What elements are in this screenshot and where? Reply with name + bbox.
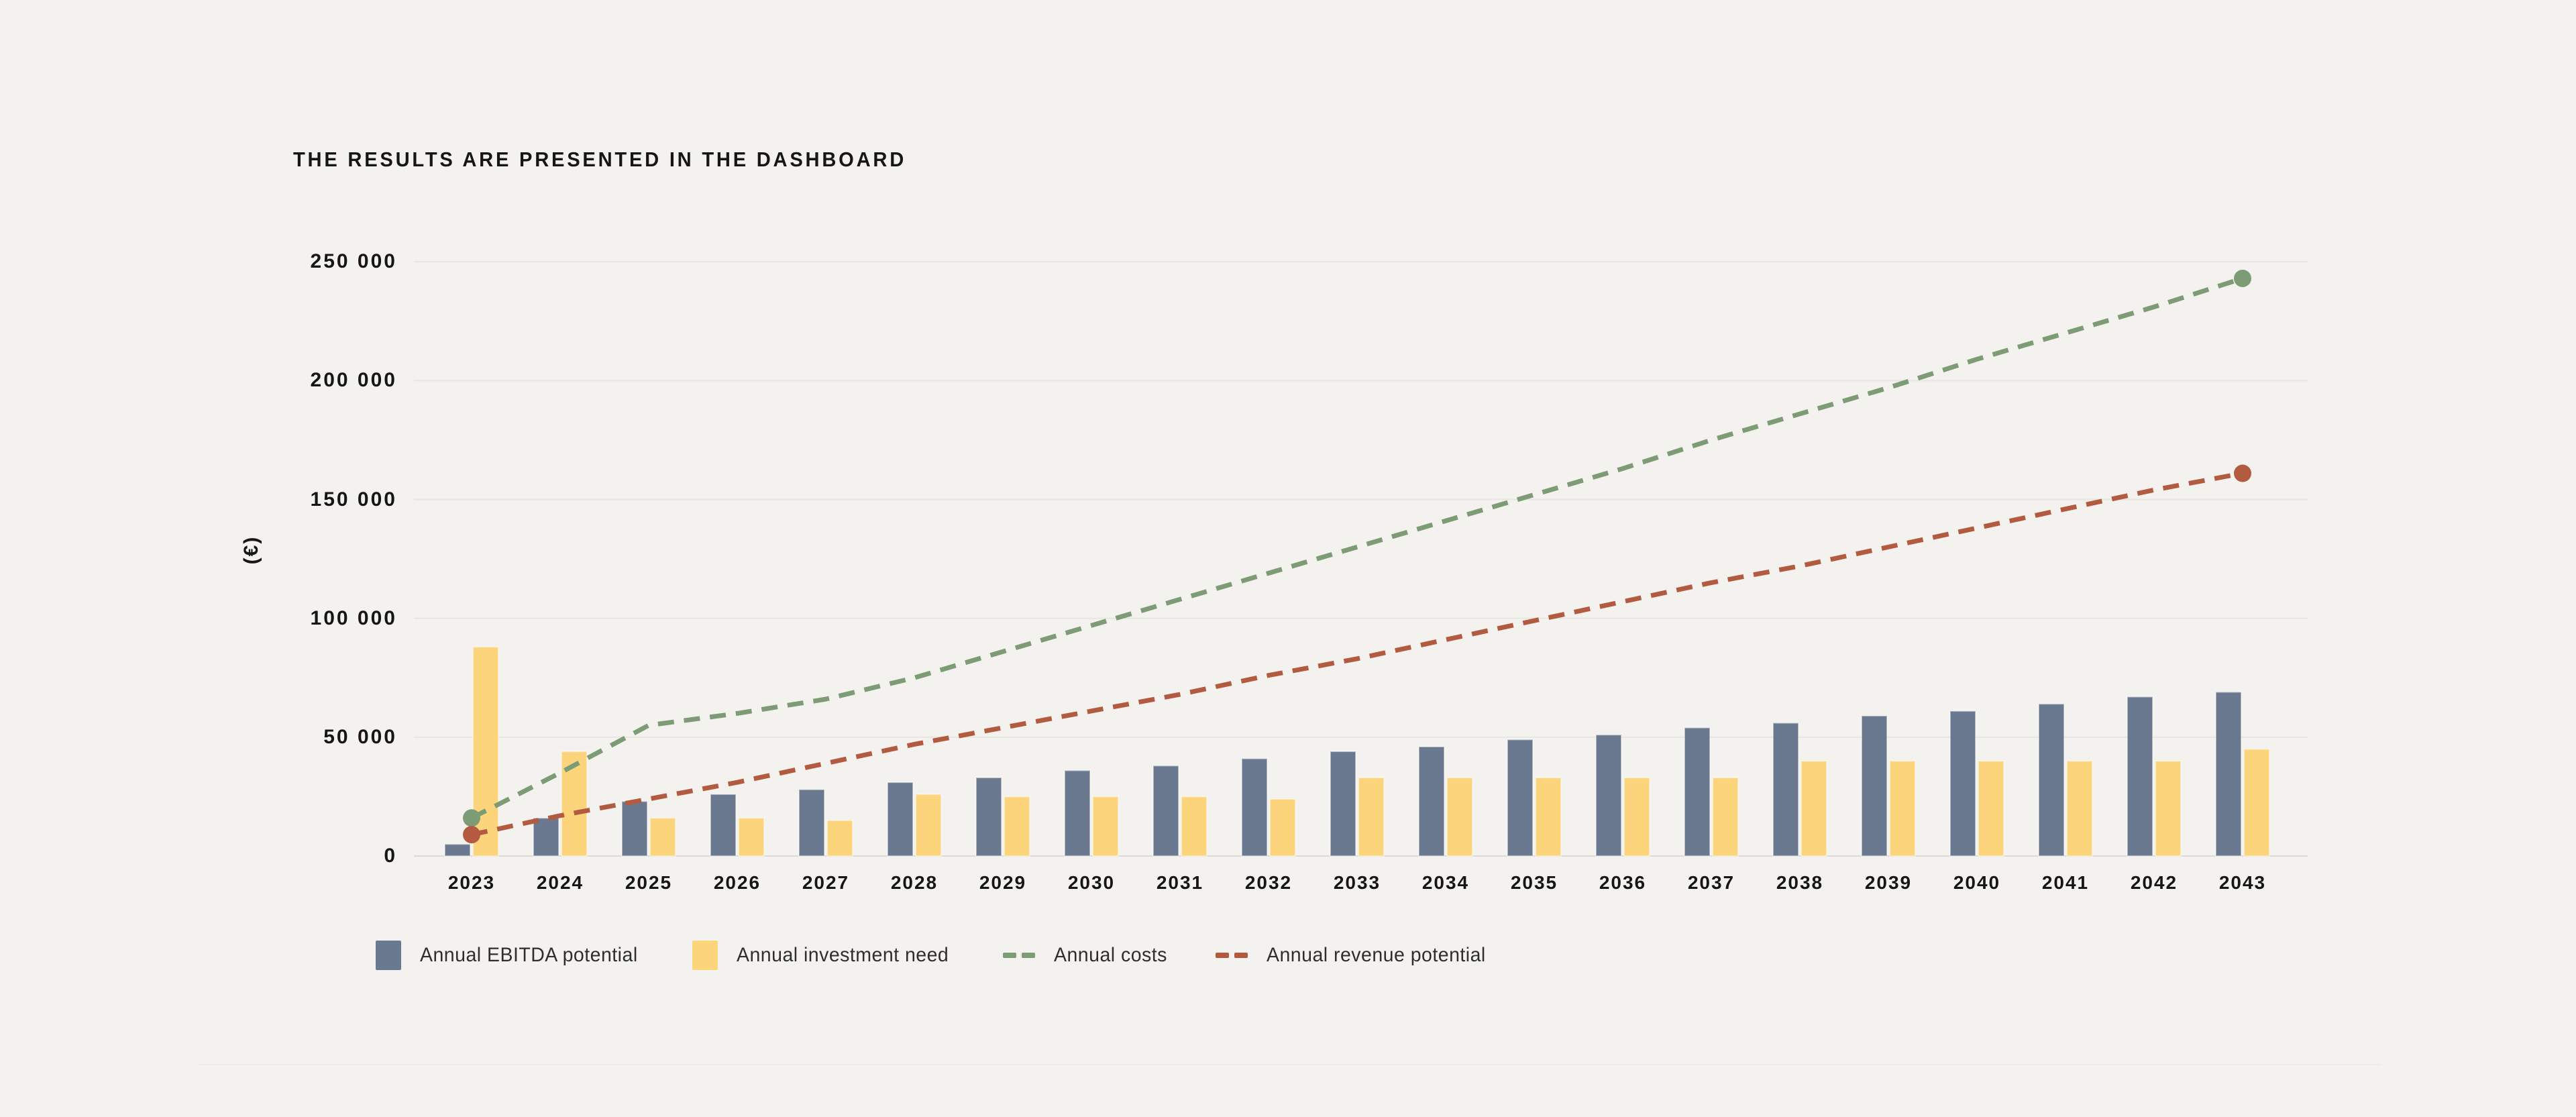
- legend-label-ebitda: Annual EBITDA potential: [420, 944, 638, 966]
- investment-bar-swatch: [692, 941, 718, 970]
- bar-investment-2042: [2155, 760, 2182, 857]
- bar-ebitda-2029: [975, 777, 1002, 857]
- x-label-2038: 2038: [1776, 872, 1824, 893]
- bar-investment-2035: [1535, 777, 1562, 857]
- bar-ebitda-2037: [1684, 727, 1711, 857]
- y-tick-label-0: 0: [384, 845, 397, 867]
- bar-ebitda-2027: [798, 788, 825, 857]
- revenue-dash-icon: [1216, 953, 1230, 958]
- legend-label-revenue: Annual revenue potential: [1267, 944, 1487, 966]
- costs-dashed-line-swatch: [1002, 953, 1035, 958]
- x-label-2027: 2027: [802, 872, 850, 893]
- bar-ebitda-2040: [1949, 710, 1976, 857]
- bottom-divider: [198, 1064, 2381, 1065]
- bar-investment-2026: [738, 817, 765, 857]
- y-tick-label-50000: 50 000: [323, 725, 397, 748]
- y-tick-label-150000: 150 000: [310, 488, 397, 511]
- legend-item-ebitda: Annual EBITDA potential: [376, 941, 649, 970]
- costs-dash-icon: [1021, 953, 1035, 958]
- bar-ebitda-2042: [2127, 696, 2153, 857]
- y-tick-label-100000: 100 000: [310, 606, 397, 629]
- legend-label-investment: Annual investment need: [736, 944, 949, 966]
- bar-ebitda-2028: [887, 782, 914, 857]
- x-label-2033: 2033: [1333, 872, 1381, 893]
- bar-investment-2028: [915, 793, 942, 857]
- bar-ebitda-2026: [710, 793, 737, 857]
- bar-investment-2043: [2243, 748, 2270, 857]
- bar-investment-2040: [1978, 760, 2004, 857]
- legend-label-costs: Annual costs: [1053, 944, 1167, 966]
- bar-ebitda-2033: [1330, 751, 1356, 857]
- y-tick-label-250000: 250 000: [310, 250, 397, 273]
- x-label-2024: 2024: [536, 872, 584, 893]
- bar-ebitda-2041: [2038, 703, 2065, 857]
- endpoint-dot-revenue-2023: [463, 826, 480, 844]
- line-revenue: [471, 471, 2243, 837]
- x-label-2025: 2025: [625, 872, 673, 893]
- bar-ebitda-2030: [1064, 769, 1091, 857]
- x-label-2041: 2041: [2041, 872, 2090, 893]
- x-label-2032: 2032: [1244, 872, 1293, 893]
- bar-investment-2031: [1181, 796, 1208, 857]
- bar-investment-2036: [1623, 777, 1650, 857]
- x-label-2023: 2023: [447, 872, 496, 893]
- x-label-2036: 2036: [1599, 872, 1647, 893]
- page-title: THE RESULTS ARE PRESENTED IN THE DASHBOA…: [293, 148, 907, 171]
- x-label-2028: 2028: [890, 872, 938, 893]
- y-tick-label-200000: 200 000: [310, 369, 397, 392]
- revenue-dashed-line-swatch: [1216, 953, 1248, 958]
- bar-ebitda-2023: [444, 843, 471, 857]
- bar-ebitda-2043: [2215, 691, 2242, 857]
- bar-ebitda-2039: [1861, 714, 1888, 857]
- bar-investment-2025: [649, 817, 676, 857]
- x-label-2040: 2040: [1953, 872, 2001, 893]
- x-label-2029: 2029: [979, 872, 1027, 893]
- x-label-2034: 2034: [1421, 872, 1470, 893]
- legend: Annual EBITDA potential Annual investmen…: [376, 941, 1497, 970]
- revenue-dash-icon: [1234, 953, 1248, 958]
- x-label-2031: 2031: [1156, 872, 1204, 893]
- bar-ebitda-2034: [1418, 746, 1445, 857]
- bar-ebitda-2032: [1241, 757, 1268, 857]
- x-label-2026: 2026: [713, 872, 761, 893]
- bar-investment-2038: [1801, 760, 1827, 857]
- bar-ebitda-2035: [1507, 739, 1534, 857]
- bar-investment-2029: [1004, 796, 1030, 857]
- bar-ebitda-2031: [1152, 765, 1179, 857]
- bar-investment-2033: [1358, 777, 1385, 857]
- endpoint-dot-costs-2023: [463, 809, 480, 827]
- bar-investment-2030: [1092, 796, 1119, 857]
- bar-ebitda-2024: [533, 817, 559, 857]
- x-label-2039: 2039: [1864, 872, 1913, 893]
- x-label-2042: 2042: [2130, 872, 2178, 893]
- bar-investment-2034: [1446, 777, 1473, 857]
- line-costs: [470, 276, 2244, 820]
- bar-ebitda-2025: [621, 800, 648, 857]
- legend-item-revenue: Annual revenue potential: [1216, 944, 1497, 967]
- bar-investment-2027: [826, 819, 853, 857]
- x-label-2037: 2037: [1687, 872, 1735, 893]
- ebitda-bar-swatch: [376, 941, 401, 970]
- bar-investment-2041: [2066, 760, 2093, 857]
- x-label-2035: 2035: [1510, 872, 1558, 893]
- bar-investment-2039: [1889, 760, 1916, 857]
- x-label-2043: 2043: [2218, 872, 2267, 893]
- bar-investment-2037: [1712, 777, 1739, 857]
- legend-item-costs: Annual costs: [1002, 944, 1173, 967]
- bar-ebitda-2038: [1772, 722, 1799, 857]
- bar-ebitda-2036: [1595, 734, 1622, 857]
- endpoint-dot-revenue-2043: [2234, 464, 2251, 482]
- costs-dash-icon: [1002, 953, 1016, 958]
- legend-item-investment: Annual investment need: [692, 941, 960, 970]
- endpoint-dot-costs-2043: [2234, 269, 2251, 287]
- bar-investment-2032: [1269, 798, 1296, 857]
- x-label-2030: 2030: [1067, 872, 1116, 893]
